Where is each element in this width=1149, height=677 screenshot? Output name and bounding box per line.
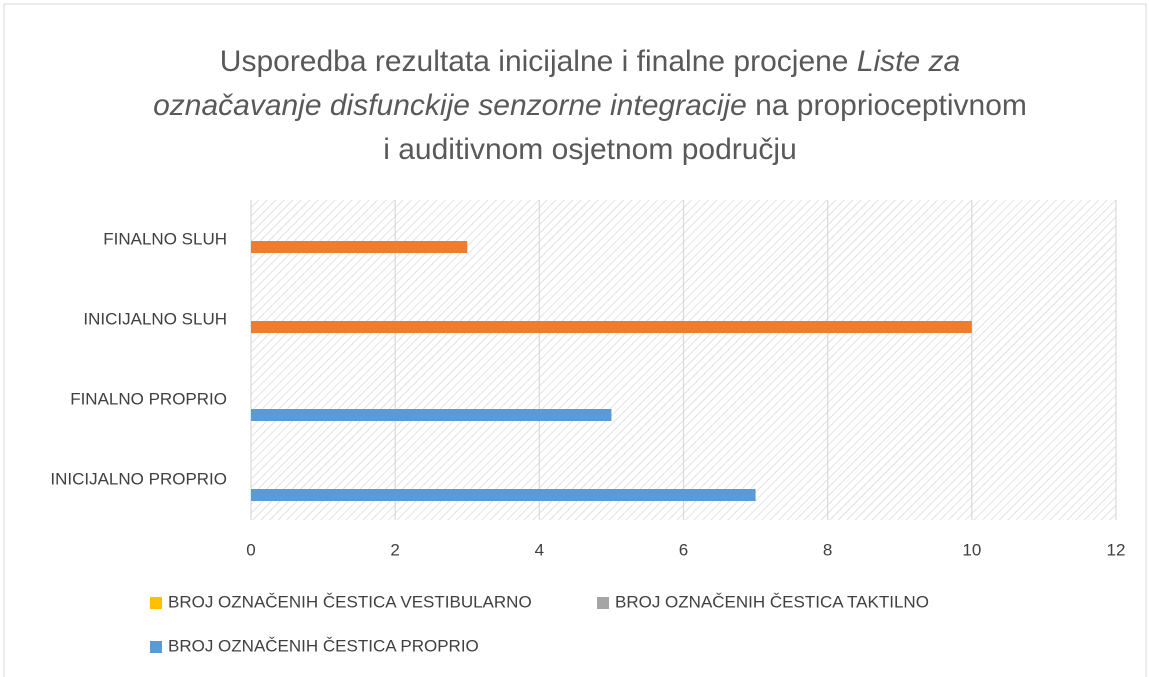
x-tick-label: 8 xyxy=(823,540,832,559)
chart-title: Usporedba rezultata inicijalne i finalne… xyxy=(150,40,1030,172)
x-tick-label: 2 xyxy=(390,540,399,559)
legend-label: BROJ OZNAČENIH ČESTICA TAKTILNO xyxy=(615,592,929,611)
y-tick-label: INICIJALNO PROPRIO xyxy=(50,469,227,488)
x-tick-label: 12 xyxy=(1107,540,1126,559)
title-segment: Liste za označavanje disfunckije senzorn… xyxy=(153,45,961,122)
bar xyxy=(251,321,972,333)
legend-label: BROJ OZNAČENIH ČESTICA VESTIBULARNO xyxy=(168,592,532,611)
legend-swatch xyxy=(150,597,162,609)
x-tick-label: 6 xyxy=(679,540,688,559)
x-tick-label: 10 xyxy=(962,540,981,559)
y-tick-label: INICIJALNO SLUH xyxy=(83,309,227,328)
x-tick-label: 4 xyxy=(535,540,544,559)
legend-swatch xyxy=(150,641,162,653)
legend-label: BROJ OZNAČENIH ČESTICA PROPRIO xyxy=(168,636,479,655)
y-tick-label: FINALNO PROPRIO xyxy=(70,389,227,408)
legend-swatch xyxy=(597,597,609,609)
y-tick-label: FINALNO SLUH xyxy=(103,229,227,248)
bar xyxy=(251,489,756,501)
title-segment: na proprioceptivnom i auditivnom osjetno… xyxy=(383,89,1027,166)
x-tick-label: 0 xyxy=(246,540,255,559)
title-segment: Usporedba rezultata inicijalne i finalne… xyxy=(219,45,857,78)
bar xyxy=(251,241,468,253)
bar xyxy=(251,409,612,421)
chart-border xyxy=(3,3,1147,677)
